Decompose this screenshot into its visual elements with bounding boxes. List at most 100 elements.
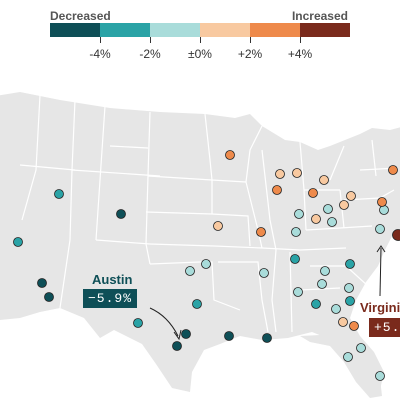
state-border <box>109 145 149 149</box>
state-border <box>149 243 215 247</box>
city-dot[interactable] <box>338 317 348 327</box>
us-landmass <box>0 92 400 392</box>
city-dot[interactable] <box>346 191 356 201</box>
city-dot[interactable] <box>44 292 54 302</box>
state-border <box>149 261 241 311</box>
city-dot[interactable] <box>116 209 126 219</box>
city-dot[interactable] <box>181 329 191 339</box>
austin-callout-value: −5.9% <box>83 289 138 308</box>
city-dot[interactable] <box>275 169 285 179</box>
city-dots <box>13 150 400 381</box>
legend-tickmark <box>250 37 251 43</box>
city-dot[interactable] <box>291 227 301 237</box>
city-dot[interactable] <box>349 321 359 331</box>
state-border <box>218 261 269 333</box>
state-border <box>147 175 213 181</box>
city-dot[interactable] <box>377 197 387 207</box>
legend-swatch <box>150 23 200 37</box>
legend-tickmark <box>100 37 101 43</box>
austin-arrowhead <box>173 329 182 341</box>
city-dot[interactable] <box>272 185 282 195</box>
city-dot[interactable] <box>259 268 269 278</box>
city-dot[interactable] <box>388 165 398 175</box>
state-border <box>245 125 263 183</box>
state-border <box>211 213 251 247</box>
city-dot[interactable] <box>319 175 329 185</box>
state-border <box>95 239 151 245</box>
city-dot[interactable] <box>345 296 355 306</box>
legend-swatch <box>300 23 350 37</box>
city-dot[interactable] <box>133 318 143 328</box>
florida-shape <box>300 334 382 398</box>
city-dot[interactable] <box>224 331 234 341</box>
state-border <box>261 149 277 251</box>
city-dot[interactable] <box>317 279 327 289</box>
city-dot[interactable] <box>339 200 349 210</box>
city-dot[interactable] <box>343 352 353 362</box>
legend-swatch <box>100 23 150 37</box>
state-border <box>261 247 347 251</box>
state-border <box>59 99 76 309</box>
city-dot[interactable] <box>294 209 304 219</box>
state-border <box>271 249 277 333</box>
state-border <box>371 139 377 177</box>
legend-ticks: -4% -2% ±0% +2% +4% <box>0 47 400 63</box>
city-dot[interactable] <box>331 304 341 314</box>
state-border <box>145 111 151 265</box>
legend-tick: +4% <box>287 47 313 61</box>
city-dot[interactable] <box>308 188 318 198</box>
state-border <box>329 145 345 181</box>
city-dot[interactable] <box>172 341 182 351</box>
city-dot[interactable] <box>185 266 195 276</box>
austin-callout-name: Austin <box>92 272 133 287</box>
city-dot[interactable] <box>320 266 330 276</box>
legend-tickmark <box>150 37 151 43</box>
city-dot[interactable] <box>54 189 64 199</box>
virginia-leader-line <box>379 247 382 297</box>
city-dot[interactable] <box>256 227 266 237</box>
city-dot[interactable] <box>213 221 223 231</box>
legend-color-scale <box>50 23 350 37</box>
city-dot[interactable] <box>375 371 385 381</box>
austin-leader-line <box>149 307 179 337</box>
city-dot[interactable] <box>290 254 300 264</box>
city-dot[interactable] <box>311 214 321 224</box>
state-border <box>95 105 106 241</box>
state-border <box>71 169 161 177</box>
virginia-callout-value: +5. <box>369 318 400 337</box>
state-border <box>289 251 293 333</box>
city-dot[interactable] <box>192 299 202 309</box>
legend-tick: +2% <box>237 47 263 61</box>
city-dot[interactable] <box>345 259 355 269</box>
legend-tick: -4% <box>89 47 111 61</box>
city-dot[interactable] <box>311 299 321 309</box>
legend-tickmark <box>200 37 201 43</box>
city-dot[interactable] <box>292 168 302 178</box>
city-dot[interactable] <box>392 229 400 241</box>
legend-swatch <box>250 23 300 37</box>
city-dot[interactable] <box>262 333 272 343</box>
state-borders <box>19 94 399 333</box>
legend-tickmark <box>300 37 301 43</box>
city-dot[interactable] <box>293 287 303 297</box>
city-dot[interactable] <box>13 237 23 247</box>
legend-swatch <box>50 23 100 37</box>
state-border <box>305 225 373 231</box>
legend-tick: -2% <box>139 47 161 61</box>
city-dot[interactable] <box>323 204 333 214</box>
legend-increased-label: Increased <box>291 9 348 23</box>
city-dot[interactable] <box>356 343 366 353</box>
state-border <box>145 211 213 215</box>
city-dot[interactable] <box>327 217 337 227</box>
state-border <box>299 287 341 291</box>
city-dot[interactable] <box>344 283 354 293</box>
legend-decreased-label: Decreased <box>50 9 111 23</box>
city-dot[interactable] <box>201 259 211 269</box>
city-dot[interactable] <box>37 278 47 288</box>
city-dot[interactable] <box>225 150 235 160</box>
state-border <box>204 113 213 214</box>
city-dot[interactable] <box>375 224 385 234</box>
city-dot[interactable] <box>379 205 389 215</box>
